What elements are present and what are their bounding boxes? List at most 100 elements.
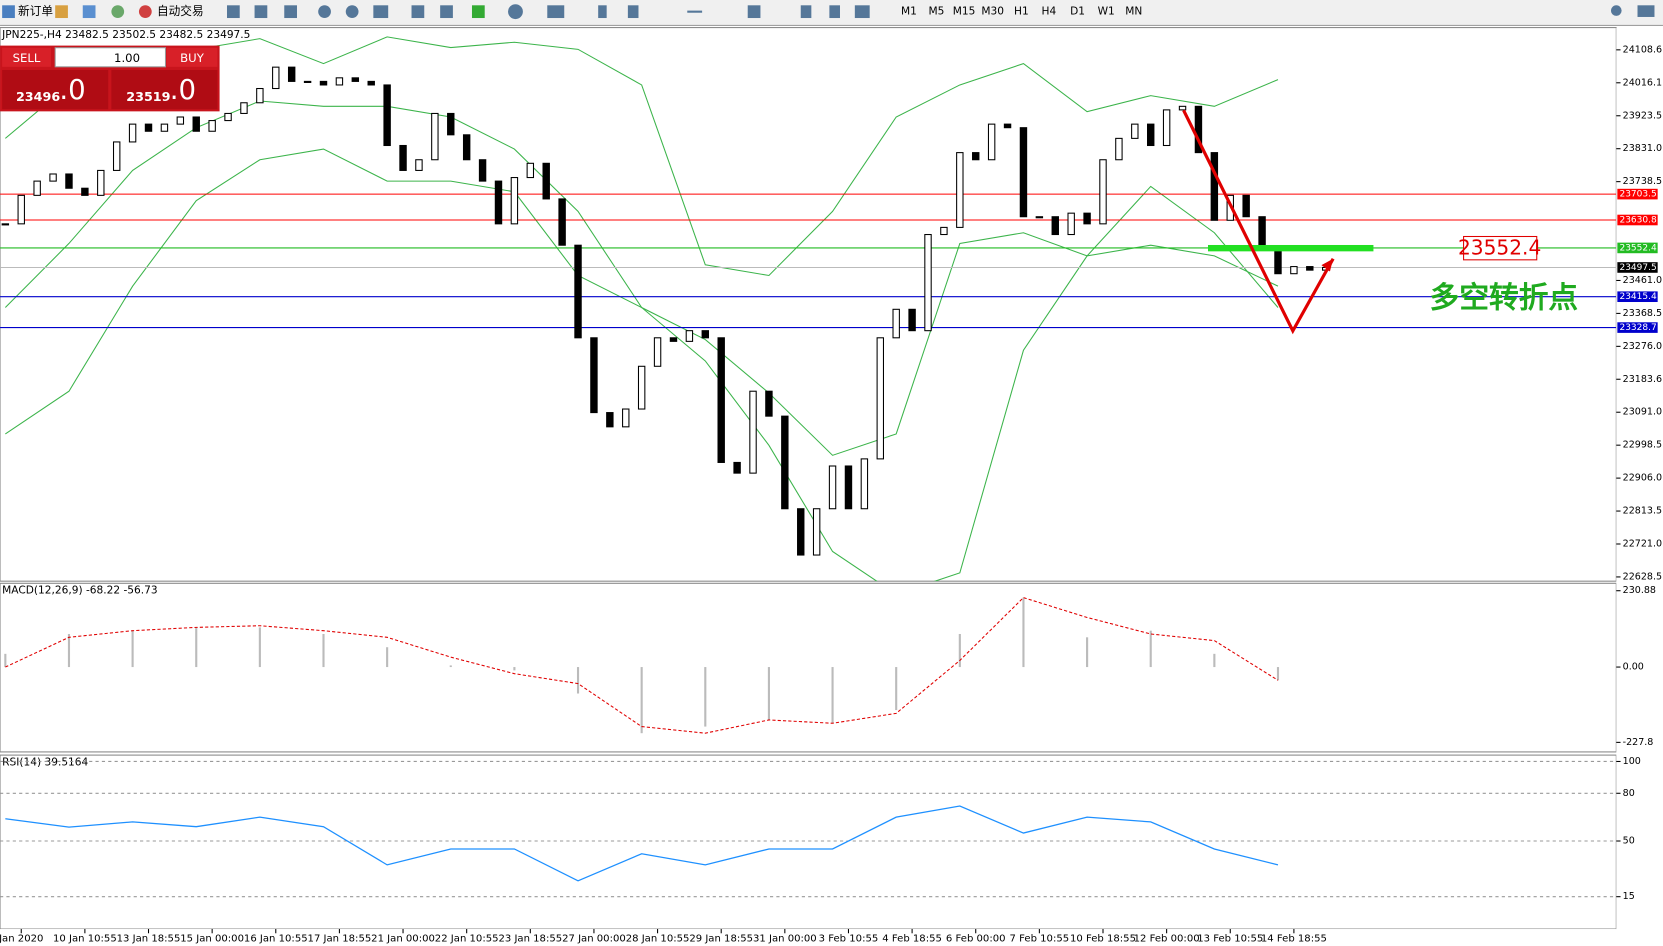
candle <box>1194 105 1203 154</box>
bid[interactable]: 23496 <box>16 89 60 104</box>
icon[interactable] <box>411 5 425 19</box>
x-tick-label: 16 Jan 10:55 <box>244 934 308 945</box>
timeframe[interactable]: W1 <box>1098 6 1115 18</box>
macd-bar <box>1022 597 1025 668</box>
icon[interactable] <box>373 5 389 19</box>
icon[interactable] <box>440 5 453 19</box>
timeframe[interactable]: H1 <box>1014 6 1029 18</box>
search[interactable] <box>1610 5 1622 16</box>
macd-bar <box>704 667 707 727</box>
candle <box>844 465 853 510</box>
icon[interactable] <box>471 5 485 19</box>
sell-button[interactable] <box>2 47 51 67</box>
timeframe[interactable]: M15 <box>953 6 976 18</box>
y-tick-label: 23183.6 <box>1623 374 1662 385</box>
y-tick-label: 23091.0 <box>1623 407 1662 418</box>
timeframe[interactable]: M5 <box>929 6 945 18</box>
timeframe[interactable]: D1 <box>1070 6 1085 18</box>
icon[interactable] <box>254 5 268 19</box>
macd-bar <box>831 667 834 724</box>
x-tick-label: 29 Jan 18:55 <box>689 934 753 945</box>
candle <box>828 465 837 510</box>
text-tool[interactable] <box>800 5 812 19</box>
candle <box>1242 194 1250 218</box>
new-order[interactable]: 新订单 <box>18 4 53 18</box>
icon[interactable] <box>508 4 523 20</box>
bid-decimal[interactable]: .0 <box>59 73 85 106</box>
timeframe[interactable]: H4 <box>1042 6 1057 18</box>
macd-signal <box>5 597 1279 734</box>
macd-bar <box>1276 667 1280 681</box>
macd-bar <box>1213 653 1216 668</box>
icon[interactable] <box>547 5 565 19</box>
macd-bar <box>67 633 71 668</box>
macd-bar <box>513 667 516 671</box>
y-tick-label: 80 <box>1623 788 1635 799</box>
candle <box>112 141 121 171</box>
macd-bar <box>1149 630 1152 668</box>
y-tick-label: 22721.0 <box>1623 538 1662 549</box>
buy[interactable]: BUY <box>180 51 205 65</box>
auto-trading[interactable]: 自动交易 <box>157 4 204 18</box>
candle <box>574 244 582 339</box>
sell-price-box[interactable] <box>2 69 109 110</box>
chat[interactable] <box>1637 5 1655 17</box>
candle <box>240 102 248 114</box>
ask-decimal[interactable]: .0 <box>170 73 196 106</box>
timeframe[interactable]: M1 <box>901 6 917 18</box>
ask[interactable]: 23519 <box>126 89 170 104</box>
macd-bar <box>1086 637 1089 668</box>
timeframe[interactable]: M30 <box>981 6 1004 18</box>
macd-bar <box>767 667 770 720</box>
macd-bar <box>640 667 643 734</box>
timeframe[interactable]: MN <box>1125 6 1142 18</box>
icon[interactable] <box>111 5 125 19</box>
zoom-in[interactable] <box>318 5 331 19</box>
trend-arrow <box>1182 109 1335 335</box>
zoom-out[interactable] <box>345 5 359 19</box>
candle <box>1258 216 1266 250</box>
price-plot <box>0 36 1617 582</box>
label-tool[interactable] <box>829 5 840 19</box>
new-order-icon[interactable] <box>2 5 15 19</box>
crosshair[interactable] <box>627 5 639 19</box>
candle <box>447 112 455 136</box>
x-tick-label: Jan 2020 <box>0 934 43 945</box>
candle <box>1083 212 1091 225</box>
candle <box>892 308 900 339</box>
candle <box>431 112 439 161</box>
lot[interactable]: 1.00 <box>114 51 140 65</box>
buy-button[interactable] <box>166 47 218 67</box>
lot-input[interactable] <box>54 47 167 68</box>
hline[interactable] <box>687 10 703 13</box>
macd-bar <box>131 630 134 668</box>
y-tick-label: 23368.5 <box>1623 308 1662 319</box>
x-tick-label: 17 Jan 18:55 <box>308 934 372 945</box>
icon[interactable] <box>226 5 240 19</box>
x-tick-label: 31 Jan 00:00 <box>753 934 817 945</box>
icon[interactable] <box>284 5 297 19</box>
candle <box>669 337 678 342</box>
cursor[interactable] <box>598 5 607 19</box>
candle <box>287 66 296 82</box>
auto-trading-icon[interactable] <box>138 5 152 19</box>
level-tag <box>1617 291 1658 303</box>
buy-price-box[interactable] <box>111 69 218 110</box>
x-tick-label: 28 Jan 10:55 <box>626 934 690 945</box>
sell[interactable]: SELL <box>13 51 41 65</box>
macd-label: MACD(12,26,9) -68.22 -56.73 <box>2 585 157 597</box>
icon[interactable] <box>82 5 96 19</box>
axes: Jan 2020 10 Jan 10:55 13 Jan 18:55 15 Jan 0… <box>0 27 1663 946</box>
icon[interactable] <box>55 5 68 19</box>
macd-bar <box>895 667 898 711</box>
candle <box>685 330 694 342</box>
candle <box>908 308 916 332</box>
y-tick-label: 15 <box>1623 891 1635 902</box>
y-tick-label: 24016.1 <box>1623 77 1662 88</box>
x-tick-label: 7 Feb 10:55 <box>1010 934 1070 945</box>
icon[interactable] <box>747 5 761 19</box>
icon[interactable] <box>854 5 870 19</box>
candle <box>812 508 821 556</box>
